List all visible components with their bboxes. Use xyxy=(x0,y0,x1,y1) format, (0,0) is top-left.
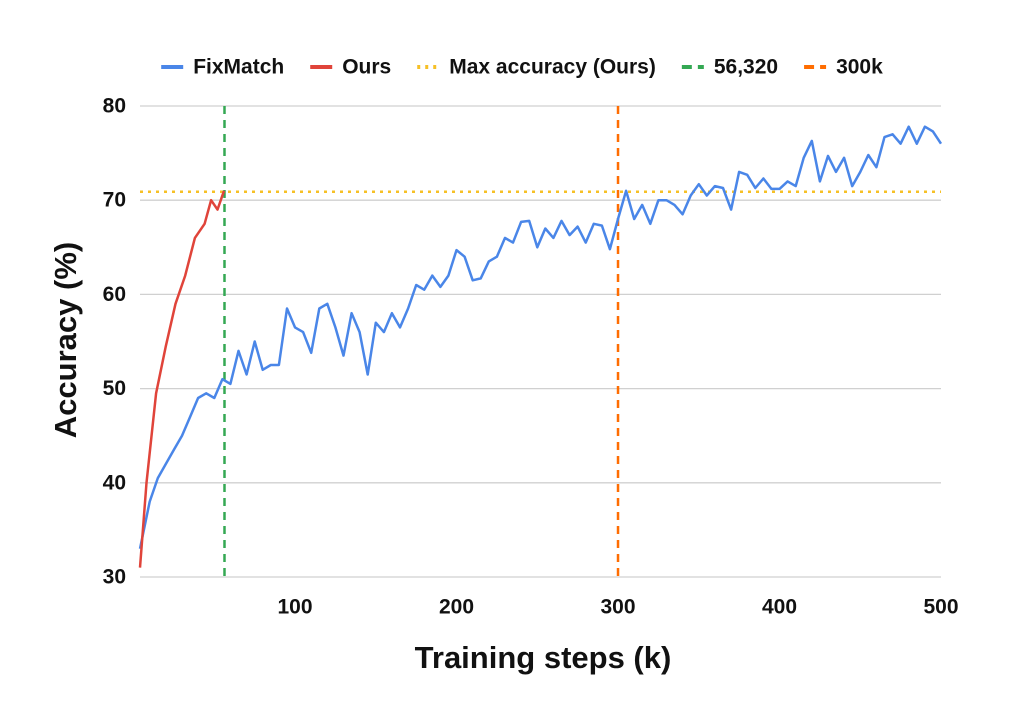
legend-label: FixMatch xyxy=(193,56,284,79)
legend: FixMatch Ours Max accuracy (Ours) 56,320 300… xyxy=(161,56,883,79)
x-tick-label: 400 xyxy=(762,596,797,619)
y-axis-title: Accuracy (%) xyxy=(48,242,83,438)
legend-label: Ours xyxy=(342,56,391,79)
x-tick-label: 300 xyxy=(600,596,635,619)
y-tick-label: 70 xyxy=(103,189,126,212)
x-tick-label: 200 xyxy=(439,596,474,619)
series-line xyxy=(138,190,226,568)
series-line xyxy=(138,125,943,549)
y-tick-label: 50 xyxy=(103,377,126,400)
y-tick-label: 30 xyxy=(103,566,126,589)
legend-label: 300k xyxy=(836,56,883,79)
y-tick-label: 80 xyxy=(103,95,126,118)
y-tick-label: 40 xyxy=(103,471,126,494)
x-tick-label: 500 xyxy=(923,596,958,619)
legend-label: Max accuracy (Ours) xyxy=(449,56,656,79)
x-tick-label: 100 xyxy=(278,596,313,619)
x-axis-title: Training steps (k) xyxy=(415,640,672,675)
y-tick-label: 60 xyxy=(103,283,126,306)
legend-label: 56,320 xyxy=(714,56,778,79)
